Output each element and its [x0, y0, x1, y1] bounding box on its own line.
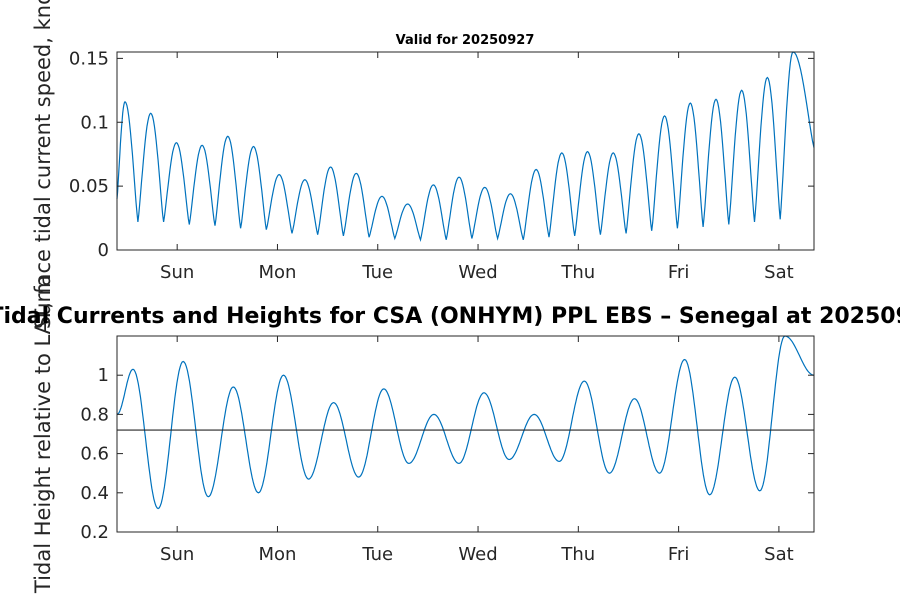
- current-speed-xtick-label-mon: Mon: [258, 262, 296, 283]
- tidal-height-ytick-label: 0.6: [80, 444, 109, 465]
- tidal-height-xtick-label-sat: Sat: [764, 544, 794, 565]
- current-speed-ytick-label: 0.15: [69, 48, 109, 69]
- current-speed-axes-box: [116, 51, 815, 251]
- tidal-height-xtick-label-thu: Thu: [560, 544, 595, 565]
- tidal-height-ylabel: Tidal Height relative to LAT, m: [31, 275, 55, 594]
- current-speed-xtick-label-sat: Sat: [764, 262, 794, 283]
- tidal-height-xtick-label-tue: Tue: [361, 544, 393, 565]
- current-speed-xtick-label-tue: Tue: [361, 262, 393, 283]
- tidal-height-series-line: [116, 335, 815, 510]
- current-speed-xtick-label-fri: Fri: [668, 262, 689, 283]
- tidal-height-ytick-label: 0.2: [80, 522, 109, 543]
- tidal-height-ytick-label: 1: [98, 365, 109, 386]
- current-speed-series-line: [116, 51, 815, 242]
- tidal-height-xtick-label-fri: Fri: [668, 544, 689, 565]
- tidal-height-panel: 0.2 0.4 0.6 0.8 1 Sun Mon Tue Wed Thu Fri Sat Tida…: [31, 275, 815, 594]
- tidal-height-xtick-label-wed: Wed: [458, 544, 497, 565]
- current-speed-xtick-label-thu: Thu: [560, 262, 595, 283]
- current-speed-ylabel: Surface tidal current speed, knots: [31, 0, 55, 329]
- current-speed-ytick-label: 0: [98, 240, 109, 261]
- current-speed-xtick-label-sun: Sun: [160, 262, 194, 283]
- tidal-height-ytick-label: 0.4: [80, 483, 109, 504]
- current-speed-ytick-label: 0.1: [80, 112, 109, 133]
- current-speed-ytick-label: 0.05: [69, 176, 109, 197]
- current-speed-panel: Valid for 20250927 0 0.05 0.1 0.15 Sun Mon Tu…: [31, 0, 815, 329]
- main-title: Tidal Currents and Heights for CSA (ONHY…: [0, 304, 900, 329]
- tidal-height-ytick-label: 0.8: [80, 404, 109, 425]
- tidal-height-axes-box: [116, 335, 815, 533]
- tidal-height-xtick-label-mon: Mon: [258, 544, 296, 565]
- current-speed-title: Valid for 20250927: [396, 33, 535, 48]
- current-speed-xtick-label-wed: Wed: [458, 262, 497, 283]
- tidal-height-xtick-label-sun: Sun: [160, 544, 194, 565]
